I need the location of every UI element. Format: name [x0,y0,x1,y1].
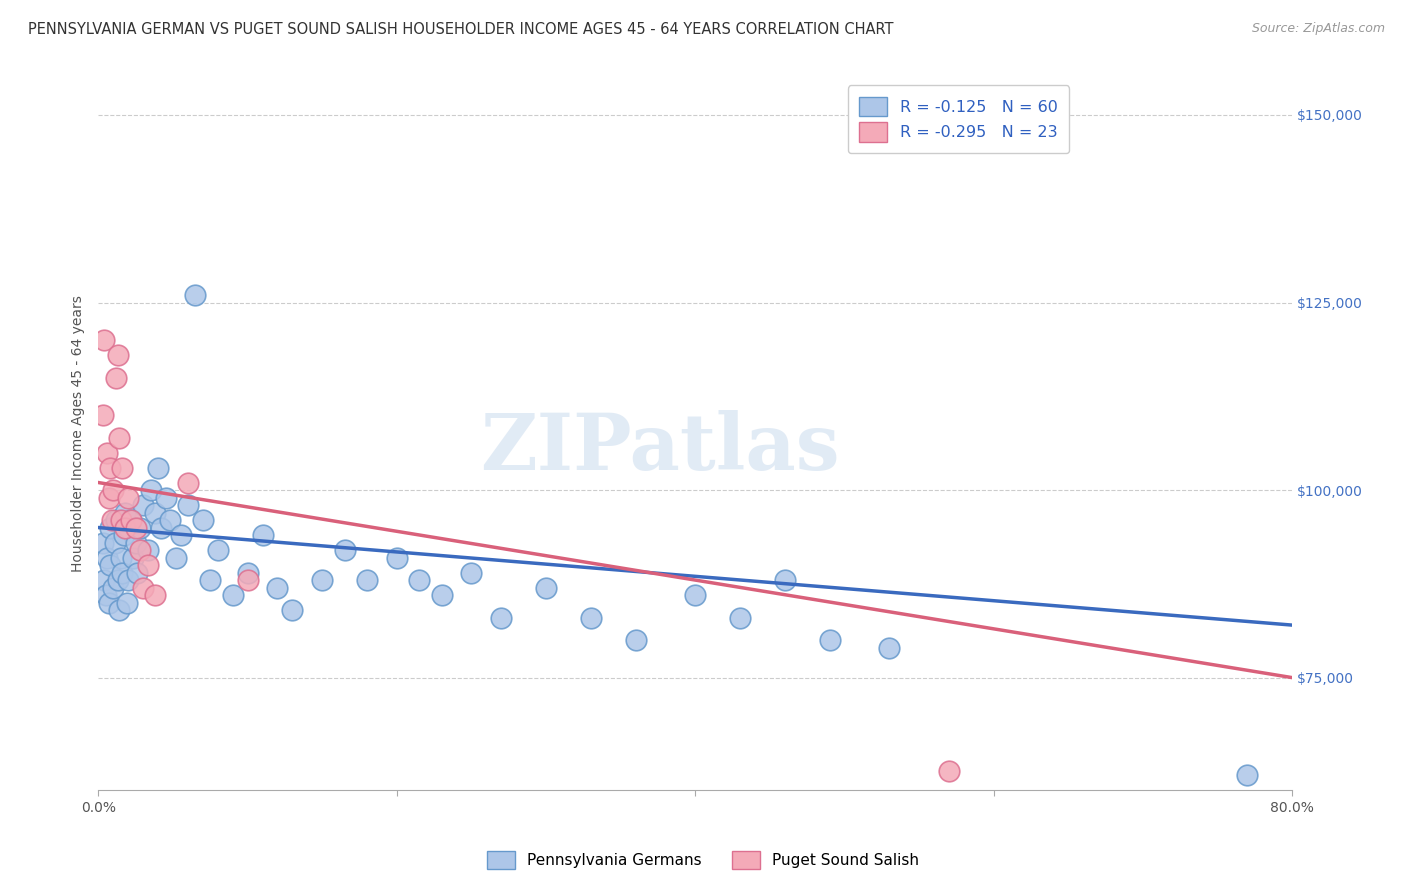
Point [125,520,148,534]
Point [177,498,200,512]
Point [93,333,115,347]
Point [143,588,166,602]
Point [333,543,356,558]
Point [191,513,214,527]
Point [579,610,602,624]
Point [125,535,148,549]
Point [534,581,557,595]
Point [150,520,173,534]
Point [129,543,152,558]
Point [222,588,245,602]
Point [114,506,136,520]
Point [117,573,139,587]
Point [143,506,166,520]
Point [139,483,162,497]
Point [120,513,142,527]
Point [236,573,259,587]
Point [177,475,200,490]
Point [100,558,122,572]
Text: ZIPatlas: ZIPatlas [479,410,839,486]
Point [110,550,132,565]
Point [103,581,125,595]
Point [281,603,304,617]
Point [91,535,114,549]
Point [207,543,229,558]
Point [169,528,191,542]
Point [96,445,118,459]
Point [103,483,125,497]
Point [491,610,513,624]
Point [146,460,169,475]
Point [129,520,152,534]
Point [877,640,900,655]
Point [311,573,333,587]
Point [728,610,751,624]
Point [252,528,274,542]
Point [110,513,132,527]
Point [105,370,128,384]
Point [94,588,117,602]
Point [236,566,259,580]
Point [430,588,453,602]
Point [408,573,430,587]
Point [132,498,155,512]
Legend: Pennsylvania Germans, Puget Sound Salish: Pennsylvania Germans, Puget Sound Salish [481,845,925,875]
Point [127,566,149,580]
Point [685,588,707,602]
Point [96,550,118,565]
Point [108,431,131,445]
Point [107,348,129,362]
Text: Source: ZipAtlas.com: Source: ZipAtlas.com [1251,22,1385,36]
Point [108,603,131,617]
Point [112,528,135,542]
Point [111,566,134,580]
Point [97,491,120,505]
Point [938,764,960,779]
Legend: R = -0.125   N = 60, R = -0.295   N = 23: R = -0.125 N = 60, R = -0.295 N = 23 [848,86,1070,153]
Point [184,288,207,302]
Point [132,581,155,595]
Point [100,520,122,534]
Point [121,550,143,565]
Point [120,513,142,527]
Point [117,491,139,505]
Text: PENNSYLVANIA GERMAN VS PUGET SOUND SALISH HOUSEHOLDER INCOME AGES 45 - 64 YEARS : PENNSYLVANIA GERMAN VS PUGET SOUND SALIS… [28,22,894,37]
Point [136,558,159,572]
Point [818,633,841,648]
Point [111,460,134,475]
Point [460,566,482,580]
Point [165,550,187,565]
Point [93,573,115,587]
Point [385,550,408,565]
Point [356,573,378,587]
Point [114,520,136,534]
Point [115,596,138,610]
Point [624,633,647,648]
Point [107,573,129,587]
Point [159,513,181,527]
Point [266,581,288,595]
Point [105,513,128,527]
Y-axis label: Householder Income Ages 45 - 64 years: Householder Income Ages 45 - 64 years [72,295,86,573]
Point [200,573,222,587]
Point [1236,768,1258,782]
Point [773,573,796,587]
Point [100,460,122,475]
Point [136,543,159,558]
Point [91,408,114,422]
Point [155,491,177,505]
Point [101,513,124,527]
Point [104,535,127,549]
Point [97,596,120,610]
